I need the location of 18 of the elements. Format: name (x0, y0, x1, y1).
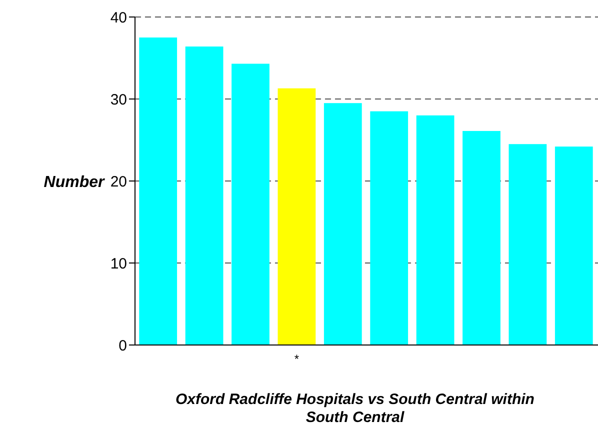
y-axis-title: Number (44, 174, 105, 191)
y-tick-label: 20 (110, 173, 127, 190)
bar (508, 144, 547, 345)
y-tick-label: 0 (118, 337, 127, 354)
y-tick-label: 40 (110, 9, 127, 26)
bar (370, 111, 408, 345)
x-tick-label: * (294, 352, 300, 366)
bar (139, 38, 178, 345)
bar (554, 146, 593, 345)
bar (416, 115, 454, 345)
y-tick-label: 30 (110, 91, 127, 108)
y-tick-label: 10 (110, 255, 127, 272)
bar (185, 46, 224, 345)
bar (462, 130, 500, 345)
bar (278, 88, 316, 345)
bar (324, 103, 362, 345)
x-axis-title: Oxford Radcliffe Hospitals vs South Central within South Central (176, 391, 534, 426)
bar (232, 64, 270, 345)
